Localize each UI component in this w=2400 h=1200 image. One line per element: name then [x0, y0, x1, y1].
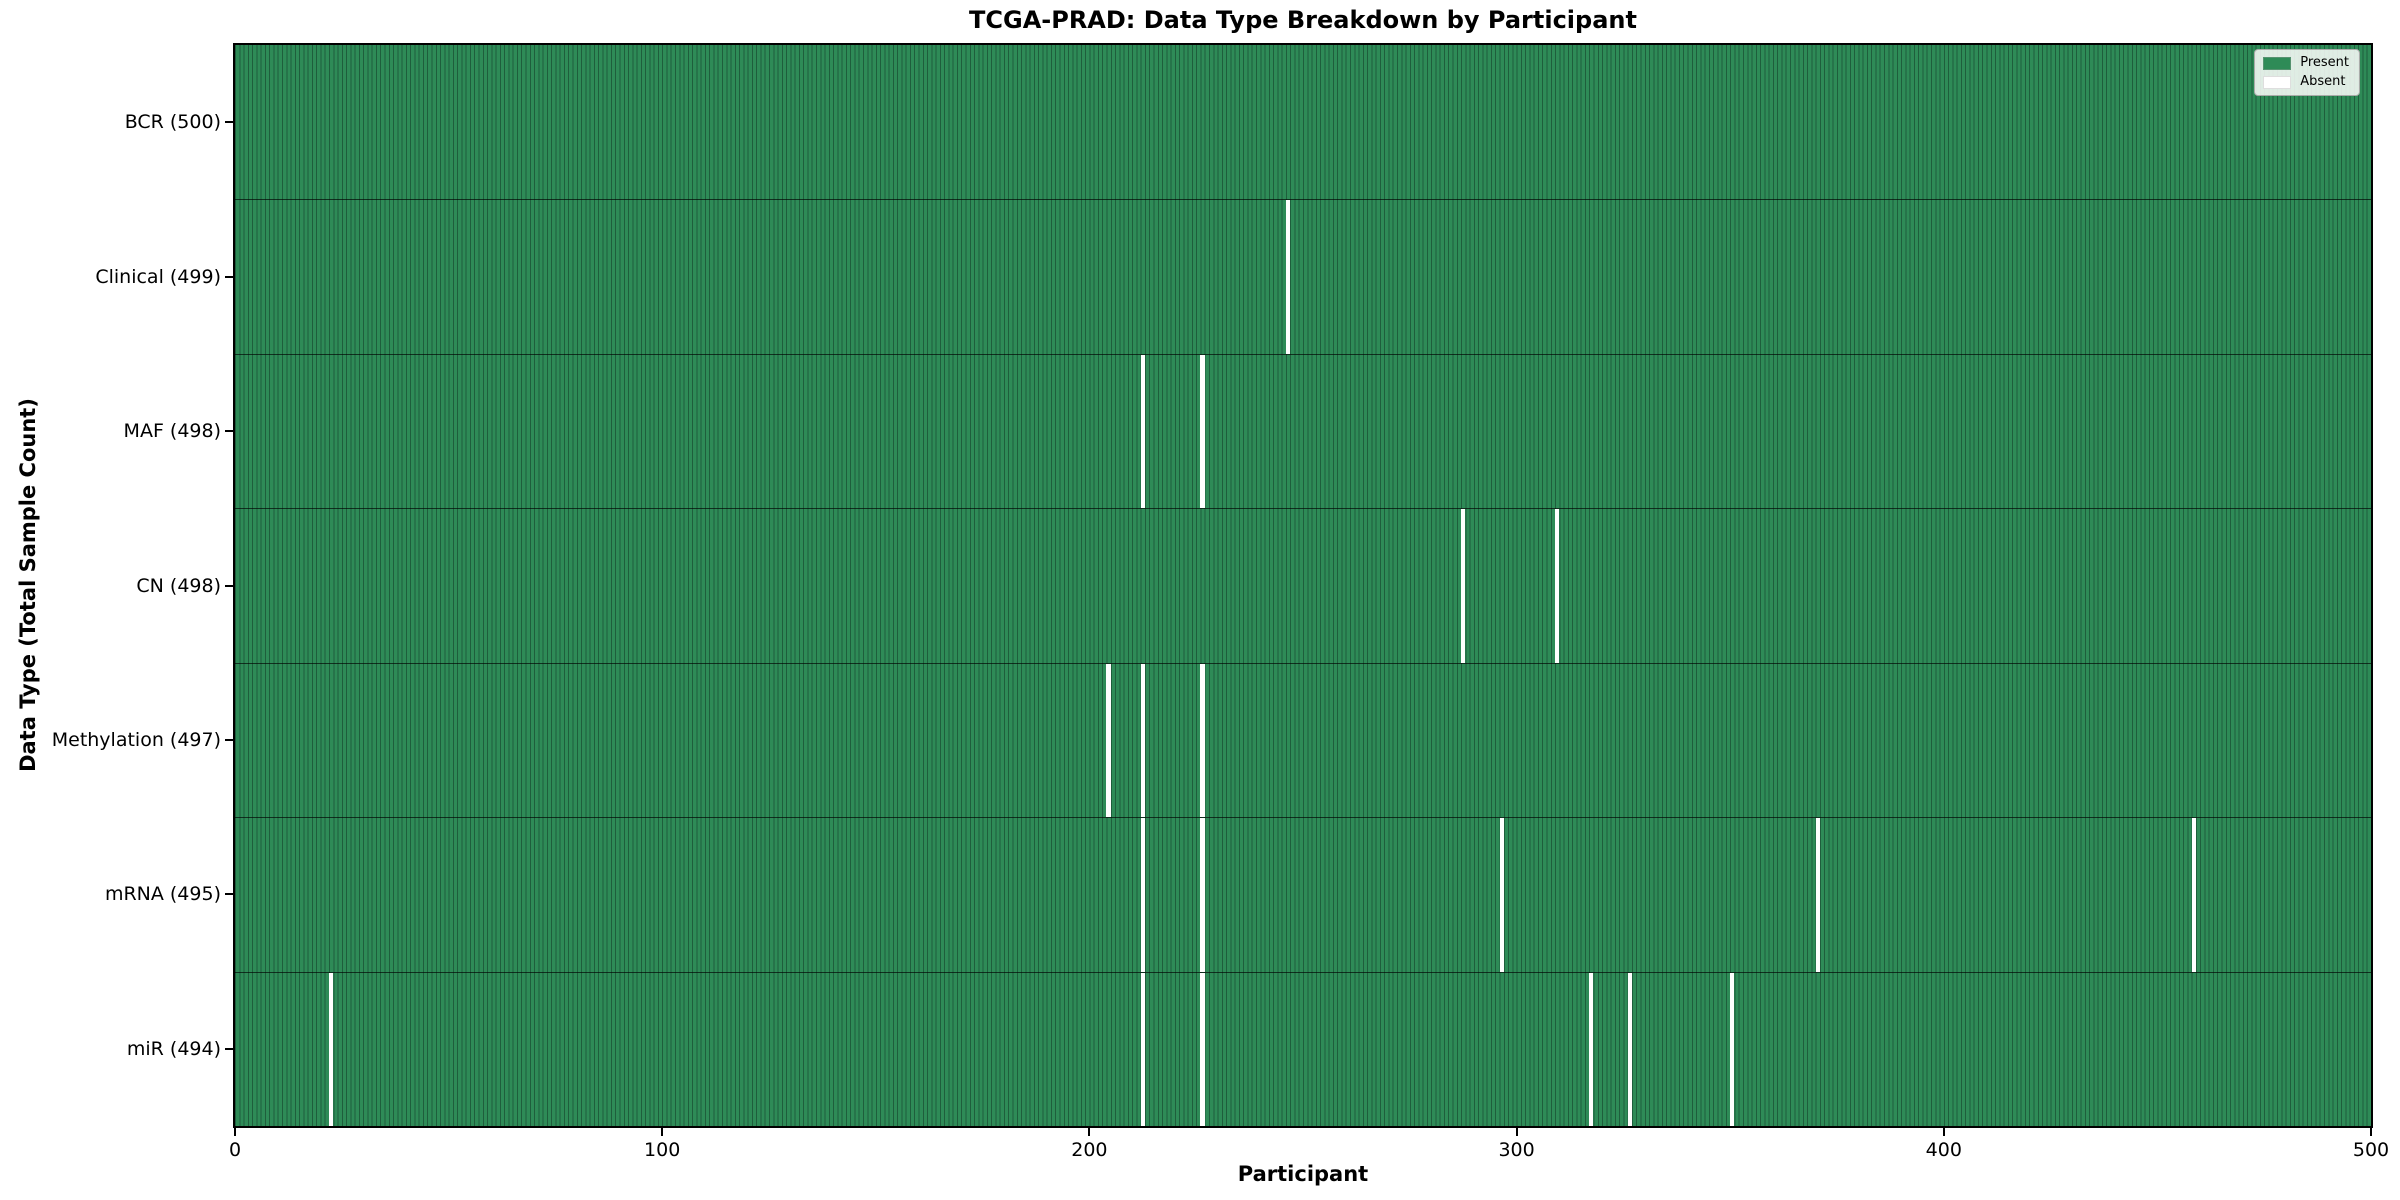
x-axis: 0 100 200 300 400 500 — [229, 1128, 2389, 1174]
absent-gap — [1589, 972, 1594, 1126]
absent-gap — [1285, 200, 1291, 354]
absent-gap — [1140, 663, 1145, 818]
absent-gap — [1200, 663, 1205, 818]
y-tick-mark — [225, 584, 233, 587]
y-tick-mark — [225, 121, 233, 124]
y-tick-label: Clinical (499) — [95, 265, 221, 288]
absent-gap — [1499, 818, 1504, 972]
x-tick-mark — [1515, 1128, 1518, 1136]
y-tick-label: mRNA (495) — [104, 883, 221, 906]
x-tick-mark — [1088, 1128, 1091, 1136]
absent-gap — [1200, 818, 1205, 972]
x-tick-mark — [234, 1128, 236, 1136]
x-axis-label: Participant — [1237, 1162, 1369, 1186]
data-row-cn — [235, 508, 2371, 663]
x-tick-label: 200 — [1071, 1139, 1108, 1161]
plot-area: Present Absent — [233, 43, 2373, 1128]
absent-gap — [1200, 972, 1205, 1126]
absent-gap — [1200, 354, 1205, 509]
absent-gap — [1140, 354, 1145, 509]
legend-entry-present: Present — [2263, 56, 2349, 70]
absent-gap — [1140, 972, 1145, 1126]
x-tick-label: 400 — [1925, 1139, 1962, 1161]
x-tick-label: 500 — [2352, 1139, 2390, 1161]
legend: Present Absent — [2254, 49, 2360, 96]
x-tick-label: 100 — [644, 1139, 681, 1161]
rows-container — [235, 45, 2371, 1126]
legend-label-present: Present — [2300, 55, 2349, 70]
absent-gap — [1730, 972, 1735, 1126]
data-row-methylation — [235, 662, 2371, 818]
absent-gap — [1461, 509, 1466, 663]
y-tick-mark — [225, 275, 233, 278]
legend-entry-absent: Absent — [2263, 75, 2349, 89]
y-tick-label: Methylation (497) — [51, 728, 221, 751]
y-tick-label: miR (494) — [126, 1037, 221, 1060]
absent-gap — [328, 972, 334, 1126]
y-tick-label: MAF (498) — [123, 420, 221, 443]
legend-swatch-absent-icon — [2263, 75, 2292, 89]
legend-label-absent: Absent — [2300, 74, 2346, 89]
data-row-maf — [235, 353, 2371, 509]
y-tick-label: BCR (500) — [124, 111, 221, 134]
absent-gap — [1627, 972, 1632, 1126]
y-tick-mark — [225, 1047, 233, 1050]
y-tick-mark — [225, 430, 233, 433]
absent-gap — [1555, 509, 1560, 663]
x-tick-mark — [661, 1128, 664, 1136]
absent-gap — [2191, 818, 2196, 972]
absent-gap — [1815, 818, 1820, 972]
x-tick-mark — [2370, 1128, 2372, 1136]
data-row-bcr — [235, 45, 2371, 199]
y-axis: BCR (500) Clinical (499) MAF (498) CN (498)… — [0, 43, 233, 1128]
chart-title: TCGA-PRAD: Data Type Breakdown by Partic… — [969, 6, 1637, 34]
y-tick-mark — [225, 893, 233, 896]
x-tick-label: 0 — [228, 1139, 242, 1161]
x-tick-label: 300 — [1498, 1139, 1535, 1161]
data-row-mrna — [235, 817, 2371, 972]
absent-gap — [1140, 818, 1145, 972]
data-row-clinical — [235, 199, 2371, 354]
y-tick-mark — [225, 738, 233, 741]
data-row-mir — [235, 971, 2371, 1126]
x-tick-mark — [1942, 1128, 1945, 1136]
y-tick-label: CN (498) — [136, 574, 221, 597]
legend-swatch-present-icon — [2263, 56, 2292, 70]
absent-gap — [1106, 663, 1111, 818]
